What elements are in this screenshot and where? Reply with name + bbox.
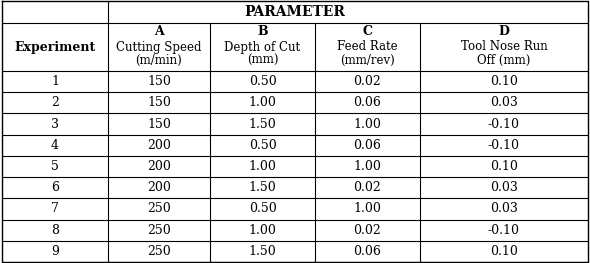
Text: 1.00: 1.00 [353,118,382,130]
Text: 1: 1 [51,75,59,88]
Text: (mm): (mm) [247,54,278,67]
Text: 1.50: 1.50 [248,245,276,258]
Text: Feed Rate: Feed Rate [337,41,398,53]
Text: Tool Nose Run: Tool Nose Run [461,41,548,53]
Text: -0.10: -0.10 [488,224,520,237]
Text: 200: 200 [147,181,171,194]
Text: Cutting Speed: Cutting Speed [116,41,202,53]
Text: D: D [499,25,509,38]
Text: 1.00: 1.00 [248,96,277,109]
Text: Off (mm): Off (mm) [477,54,530,67]
Text: 0.50: 0.50 [248,203,276,215]
Text: -0.10: -0.10 [488,139,520,152]
Text: 0.02: 0.02 [353,75,381,88]
Text: Depth of Cut: Depth of Cut [224,41,300,53]
Text: 9: 9 [51,245,59,258]
Text: 150: 150 [147,96,171,109]
Text: 150: 150 [147,75,171,88]
Text: 0.06: 0.06 [353,139,382,152]
Text: 1.00: 1.00 [248,224,277,237]
Text: 0.10: 0.10 [490,245,518,258]
Text: 0.50: 0.50 [248,75,276,88]
Text: 8: 8 [51,224,59,237]
Text: 7: 7 [51,203,59,215]
Text: (m/min): (m/min) [136,54,182,67]
Text: B: B [257,25,268,38]
Text: 1.50: 1.50 [248,181,276,194]
Text: 0.06: 0.06 [353,245,382,258]
Text: 0.03: 0.03 [490,96,518,109]
Text: A: A [154,25,164,38]
Text: -0.10: -0.10 [488,118,520,130]
Text: 200: 200 [147,139,171,152]
Text: 1.00: 1.00 [353,203,382,215]
Text: C: C [362,25,372,38]
Text: Experiment: Experiment [14,41,96,53]
Text: 2: 2 [51,96,59,109]
Text: 250: 250 [147,245,171,258]
Text: (mm/rev): (mm/rev) [340,54,395,67]
Text: 0.02: 0.02 [353,181,381,194]
Text: 6: 6 [51,181,59,194]
Text: 250: 250 [147,224,171,237]
Text: 200: 200 [147,160,171,173]
Text: 1.00: 1.00 [248,160,277,173]
Text: 5: 5 [51,160,59,173]
Text: 0.50: 0.50 [248,139,276,152]
Text: PARAMETER: PARAMETER [245,5,345,19]
Text: 1.50: 1.50 [248,118,276,130]
Text: 250: 250 [147,203,171,215]
Text: 0.03: 0.03 [490,181,518,194]
Text: 4: 4 [51,139,59,152]
Text: 150: 150 [147,118,171,130]
Text: 0.02: 0.02 [353,224,381,237]
Text: 1.00: 1.00 [353,160,382,173]
Text: 3: 3 [51,118,59,130]
Text: 0.03: 0.03 [490,203,518,215]
Text: 0.10: 0.10 [490,75,518,88]
Text: 0.10: 0.10 [490,160,518,173]
Text: 0.06: 0.06 [353,96,382,109]
